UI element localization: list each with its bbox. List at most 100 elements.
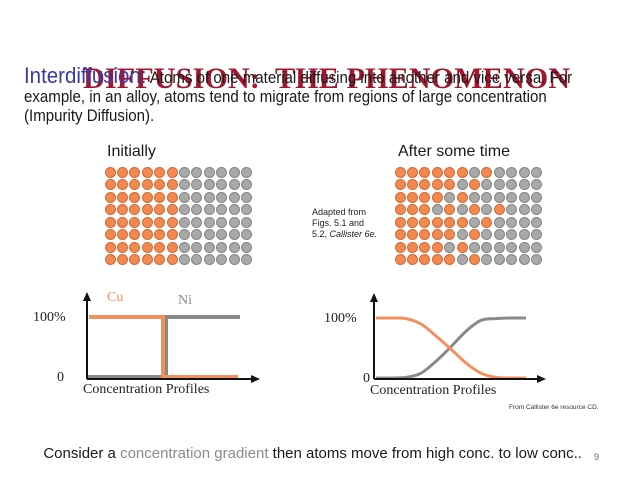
cu-atom <box>117 241 129 253</box>
ni-atom <box>506 216 518 228</box>
cu-atom <box>444 254 456 266</box>
cu-atom <box>104 229 116 241</box>
ni-atom <box>493 179 505 191</box>
cu-atom <box>129 216 141 228</box>
cu-atom <box>104 254 116 266</box>
cu-atom <box>481 166 493 178</box>
plot2-x-arrow-icon <box>537 375 546 383</box>
bottom-highlight: concentration gradient <box>120 445 269 462</box>
cu-atom <box>166 191 178 203</box>
xlabel-after: Concentration Profiles <box>370 383 497 398</box>
lattice-initial <box>104 166 253 266</box>
cu-atom <box>407 191 419 203</box>
cu-atom <box>394 254 406 266</box>
lattice-after-label: After some time <box>398 143 511 160</box>
cu-atom <box>129 254 141 266</box>
ni-atom <box>179 241 191 253</box>
ni-atom <box>179 179 191 191</box>
ni-atom <box>506 204 518 216</box>
ni-atom <box>240 204 252 216</box>
cu-atom <box>394 216 406 228</box>
ytick-100: 100% <box>33 310 66 325</box>
ni-atom <box>191 191 203 203</box>
ni-atom <box>228 254 240 266</box>
cu-atom <box>104 204 116 216</box>
cu-profile-line <box>89 315 238 379</box>
ni-atom <box>431 204 443 216</box>
credit-line-2: Figs. 5.1 and <box>312 218 365 228</box>
ni-atom <box>191 179 203 191</box>
ni-atom <box>530 204 542 216</box>
ni-atom <box>228 191 240 203</box>
cu-atom <box>456 216 468 228</box>
cu-atom <box>394 179 406 191</box>
ni-atom <box>216 229 228 241</box>
cu-atom <box>469 254 481 266</box>
cu-atom <box>104 191 116 203</box>
ni-atom <box>493 229 505 241</box>
cu-atom <box>104 241 116 253</box>
bottom-text-after: then atoms move from high conc. to low c… <box>268 445 582 462</box>
ni-atom <box>506 179 518 191</box>
cu-atom <box>456 191 468 203</box>
ni-atom <box>506 166 518 178</box>
ni-atom <box>518 229 530 241</box>
legend-ni: Ni <box>178 293 192 308</box>
cu-atom <box>407 229 419 241</box>
ni-atom <box>493 216 505 228</box>
cu-atom <box>419 229 431 241</box>
ni-atom <box>518 166 530 178</box>
cu-atom <box>419 204 431 216</box>
cu-atom <box>394 191 406 203</box>
cu-atom <box>469 179 481 191</box>
cu-atom <box>444 229 456 241</box>
ni-atom <box>481 179 493 191</box>
ni-atom <box>216 179 228 191</box>
ni-atom <box>530 216 542 228</box>
ni-atom <box>240 179 252 191</box>
lattice-after <box>394 166 543 266</box>
cu-atom <box>117 204 129 216</box>
ni-atom <box>191 254 203 266</box>
slide-title-text: DIFFUSION: THE PHENOMENON <box>83 62 571 95</box>
bottom-sentence: Consider a concentration gradient then a… <box>35 428 582 462</box>
cu-atom <box>444 216 456 228</box>
cu-atom <box>166 166 178 178</box>
intro-colon: : <box>140 63 147 88</box>
ytick-0: 0 <box>57 370 64 385</box>
intro-paragraph: Interdiffusion: Atoms of one material di… <box>24 63 582 126</box>
ni-atom <box>456 179 468 191</box>
ni-atom <box>506 241 518 253</box>
cu-atom <box>481 216 493 228</box>
ni-atom <box>530 241 542 253</box>
cu-atom <box>141 179 153 191</box>
cu-atom <box>444 179 456 191</box>
cu-atom <box>407 241 419 253</box>
ni-atom <box>191 204 203 216</box>
cu-atom <box>166 229 178 241</box>
ni-atom <box>518 254 530 266</box>
cu-atom <box>141 191 153 203</box>
ni-atom <box>191 241 203 253</box>
cu-atom <box>129 204 141 216</box>
cu-atom <box>456 241 468 253</box>
page-number: 9 <box>594 452 600 462</box>
ni-atom <box>203 179 215 191</box>
cu-atom <box>154 216 166 228</box>
credit-line-3-text: 5.2, <box>312 229 330 239</box>
ni-atom <box>179 254 191 266</box>
ni-atom <box>216 191 228 203</box>
ni-atom <box>518 179 530 191</box>
ni-atom <box>203 254 215 266</box>
cu-atom <box>419 179 431 191</box>
ni-atom <box>456 229 468 241</box>
cu-atom <box>154 191 166 203</box>
cu-atom <box>166 241 178 253</box>
cu-atom <box>129 241 141 253</box>
ni-atom <box>179 204 191 216</box>
cu-atom <box>117 179 129 191</box>
cu-atom <box>166 204 178 216</box>
cu-atom <box>431 179 443 191</box>
cu-atom <box>154 241 166 253</box>
